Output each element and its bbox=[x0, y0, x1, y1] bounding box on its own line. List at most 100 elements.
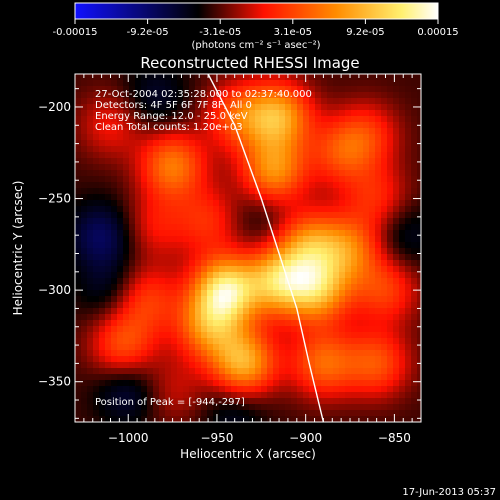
heatmap-cell bbox=[363, 116, 370, 123]
heatmap-cell bbox=[309, 128, 316, 135]
heatmap-cell bbox=[303, 188, 310, 195]
heatmap-cell bbox=[171, 374, 178, 381]
heatmap-cell bbox=[417, 236, 421, 243]
heatmap-cell bbox=[165, 140, 172, 147]
heatmap-cell bbox=[201, 338, 208, 345]
heatmap-cell bbox=[171, 404, 178, 411]
heatmap-cell bbox=[105, 380, 112, 387]
heatmap-cell bbox=[123, 404, 130, 411]
heatmap-cell bbox=[93, 116, 100, 123]
heatmap-cell bbox=[417, 134, 421, 141]
heatmap-cell bbox=[189, 332, 196, 339]
heatmap-cell bbox=[135, 224, 142, 231]
heatmap-cell bbox=[405, 296, 412, 303]
heatmap-cell bbox=[291, 302, 298, 309]
heatmap-cell bbox=[387, 260, 394, 267]
heatmap-cell bbox=[231, 236, 238, 243]
heatmap-cell bbox=[261, 260, 268, 267]
heatmap-cell bbox=[285, 362, 292, 369]
heatmap-cell bbox=[357, 152, 364, 159]
heatmap-cell bbox=[147, 146, 154, 153]
heatmap-cell bbox=[309, 398, 316, 405]
heatmap-cell bbox=[219, 224, 226, 231]
heatmap-cell bbox=[195, 164, 202, 171]
heatmap-cell bbox=[93, 92, 100, 99]
heatmap-cell bbox=[165, 332, 172, 339]
heatmap-cell bbox=[201, 128, 208, 135]
heatmap-cell bbox=[117, 182, 124, 189]
heatmap-cell bbox=[297, 254, 304, 261]
heatmap-cell bbox=[225, 410, 232, 417]
colorbar-gradient bbox=[74, 2, 439, 20]
heatmap-cell bbox=[93, 362, 100, 369]
heatmap-cell bbox=[213, 350, 220, 357]
heatmap-cell bbox=[105, 284, 112, 291]
heatmap-cell bbox=[357, 278, 364, 285]
heatmap-cell bbox=[315, 200, 322, 207]
heatmap-cell bbox=[267, 266, 274, 273]
heatmap-cell bbox=[237, 218, 244, 225]
heatmap-cell bbox=[237, 74, 244, 81]
heatmap-cell bbox=[231, 272, 238, 279]
heatmap-cell bbox=[87, 194, 94, 201]
heatmap-cell bbox=[381, 140, 388, 147]
heatmap-cell bbox=[105, 344, 112, 351]
heatmap-cell bbox=[99, 290, 106, 297]
heatmap-cell bbox=[399, 380, 406, 387]
heatmap-cell bbox=[369, 110, 376, 117]
heatmap-cell bbox=[381, 320, 388, 327]
heatmap-cell bbox=[291, 236, 298, 243]
heatmap-cell bbox=[177, 194, 184, 201]
heatmap-cell bbox=[99, 398, 106, 405]
heatmap-cell bbox=[417, 392, 421, 399]
heatmap-cell bbox=[135, 104, 142, 111]
heatmap-cell bbox=[183, 332, 190, 339]
heatmap-cell bbox=[213, 314, 220, 321]
heatmap-cell bbox=[297, 308, 304, 315]
heatmap-cell bbox=[195, 260, 202, 267]
heatmap-cell bbox=[123, 140, 130, 147]
heatmap-cell bbox=[213, 236, 220, 243]
heatmap-cell bbox=[105, 128, 112, 135]
heatmap-cell bbox=[369, 284, 376, 291]
heatmap-cell bbox=[327, 356, 334, 363]
heatmap-cell bbox=[123, 74, 130, 81]
heatmap-cell bbox=[99, 86, 106, 93]
heatmap-cell bbox=[309, 158, 316, 165]
heatmap-cell bbox=[297, 272, 304, 279]
heatmap-cell bbox=[381, 164, 388, 171]
heatmap-cell bbox=[189, 104, 196, 111]
heatmap-cell bbox=[339, 116, 346, 123]
heatmap-cell bbox=[123, 176, 130, 183]
heatmap-cell bbox=[81, 212, 88, 219]
heatmap-cell bbox=[195, 338, 202, 345]
heatmap-cell bbox=[75, 272, 82, 279]
heatmap-cell bbox=[249, 122, 256, 129]
heatmap-cell bbox=[399, 362, 406, 369]
heatmap-cell bbox=[375, 164, 382, 171]
heatmap-cell bbox=[249, 410, 256, 417]
heatmap-cell bbox=[345, 374, 352, 381]
heatmap-cell bbox=[141, 296, 148, 303]
heatmap-cell bbox=[255, 248, 262, 255]
heatmap-cell bbox=[177, 224, 184, 231]
heatmap-cell bbox=[87, 362, 94, 369]
heatmap-cell bbox=[141, 206, 148, 213]
heatmap-cell bbox=[99, 308, 106, 315]
solar-limb-line bbox=[207, 74, 325, 422]
heatmap-cell bbox=[105, 116, 112, 123]
heatmap-cell bbox=[219, 164, 226, 171]
heatmap-cell bbox=[309, 404, 316, 411]
heatmap-cell bbox=[273, 206, 280, 213]
heatmap-cell bbox=[171, 278, 178, 285]
heatmap-cell bbox=[117, 122, 124, 129]
heatmap-cell bbox=[243, 176, 250, 183]
heatmap-cell bbox=[291, 146, 298, 153]
heatmap-cell bbox=[231, 380, 238, 387]
heatmap-cell bbox=[225, 374, 232, 381]
heatmap-cell bbox=[417, 188, 421, 195]
heatmap-cell bbox=[153, 230, 160, 237]
heatmap-cell bbox=[405, 86, 412, 93]
heatmap-cell bbox=[345, 368, 352, 375]
heatmap-cell bbox=[363, 200, 370, 207]
